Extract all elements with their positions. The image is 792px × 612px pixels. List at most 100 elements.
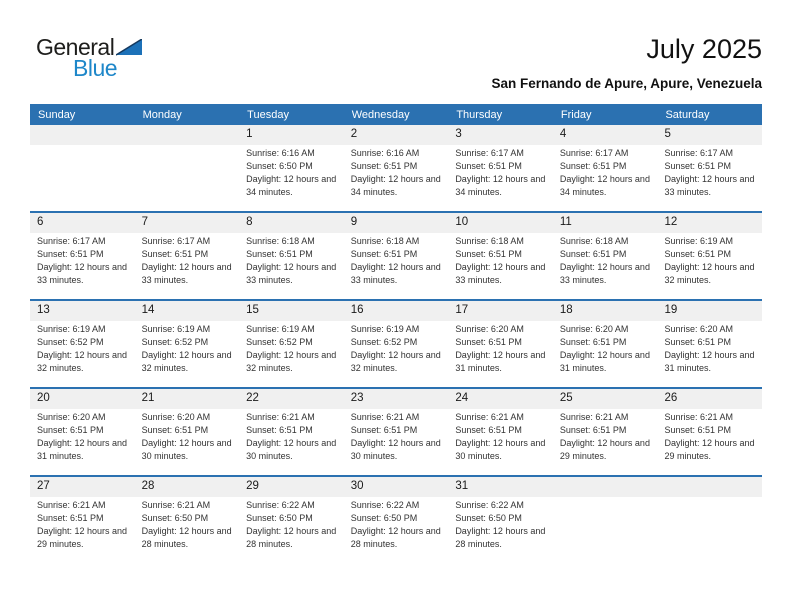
day-cell-12: 12 Sunrise: 6:19 AM Sunset: 6:51 PM Dayligh… <box>657 213 763 299</box>
day-sunset: Sunset: 6:52 PM <box>141 337 209 347</box>
weekday-header-saturday: Saturday <box>665 108 710 121</box>
calendar-grid: Sunday Monday Tuesday Wednesday Thursday Frid… <box>30 104 763 563</box>
day-info: Sunrise: 6:19 AM Sunset: 6:52 PM Daylight:… <box>135 321 240 375</box>
day-daylight: Daylight: 12 hours and 31 minutes. <box>559 350 650 373</box>
day-sunset: Sunset: 6:51 PM <box>37 249 104 259</box>
empty-number-band <box>657 477 763 497</box>
day-daylight: Daylight: 12 hours and 32 minutes. <box>37 350 128 373</box>
day-sunset: Sunset: 6:51 PM <box>559 161 627 171</box>
day-daylight: Daylight: 12 hours and 31 minutes. <box>664 350 755 373</box>
day-info: Sunrise: 6:21 AM Sunset: 6:51 PM Daylight:… <box>30 497 135 551</box>
day-sunset: Sunset: 6:51 PM <box>455 337 522 347</box>
day-number: 11 <box>552 213 658 233</box>
day-sunrise: Sunrise: 6:19 AM <box>246 324 315 334</box>
day-number: 7 <box>134 213 240 233</box>
day-sunrise: Sunrise: 6:22 AM <box>246 500 315 510</box>
day-daylight: Daylight: 12 hours and 30 minutes. <box>455 438 546 461</box>
day-sunrise: Sunrise: 6:22 AM <box>350 500 420 510</box>
day-info: Sunrise: 6:17 AM Sunset: 6:51 PM Daylight:… <box>553 145 658 199</box>
day-cell-8: 8 Sunrise: 6:18 AM Sunset: 6:51 PM Daylight… <box>239 213 344 299</box>
day-daylight: Daylight: 12 hours and 32 minutes. <box>141 350 232 373</box>
day-daylight: Daylight: 12 hours and 32 minutes. <box>350 350 441 373</box>
day-info: Sunrise: 6:21 AM Sunset: 6:51 PM Daylight:… <box>344 409 449 463</box>
day-sunset: Sunset: 6:51 PM <box>455 425 522 435</box>
day-cell-3: 3 Sunrise: 6:17 AM Sunset: 6:51 PM Daylight… <box>448 125 553 211</box>
day-sunrise: Sunrise: 6:20 AM <box>141 412 211 422</box>
day-cell-11: 11 Sunrise: 6:18 AM Sunset: 6:51 PM Dayligh… <box>552 213 658 299</box>
day-cell-19: 19 Sunrise: 6:20 AM Sunset: 6:51 PM Dayligh… <box>657 301 763 387</box>
empty-number-band <box>134 125 240 145</box>
day-cell-23: 23 Sunrise: 6:21 AM Sunset: 6:51 PM Dayligh… <box>343 389 449 475</box>
day-daylight: Daylight: 12 hours and 31 minutes. <box>455 350 546 373</box>
day-sunrise: Sunrise: 6:16 AM <box>246 148 315 158</box>
weekday-header-wednesday: Wednesday <box>351 108 410 121</box>
day-number: 9 <box>343 213 449 233</box>
day-number: 26 <box>657 389 763 409</box>
day-sunset: Sunset: 6:50 PM <box>246 161 313 171</box>
day-sunset: Sunset: 6:51 PM <box>664 425 732 435</box>
day-cell-4: 4 Sunrise: 6:17 AM Sunset: 6:51 PM Daylight… <box>552 125 658 211</box>
day-sunset: Sunset: 6:51 PM <box>664 249 732 259</box>
day-info: Sunrise: 6:20 AM Sunset: 6:51 PM Daylight:… <box>448 321 553 375</box>
day-daylight: Daylight: 12 hours and 32 minutes. <box>246 350 337 373</box>
day-number: 27 <box>30 477 135 497</box>
day-sunrise: Sunrise: 6:21 AM <box>559 412 629 422</box>
day-sunrise: Sunrise: 6:22 AM <box>455 500 524 510</box>
day-daylight: Daylight: 12 hours and 34 minutes. <box>350 174 441 197</box>
weekday-header-friday: Friday <box>560 108 592 121</box>
day-cell-20: 20 Sunrise: 6:20 AM Sunset: 6:51 PM Dayligh… <box>30 389 135 475</box>
day-cell-26: 26 Sunrise: 6:21 AM Sunset: 6:51 PM Dayligh… <box>657 389 763 475</box>
day-cell-25: 25 Sunrise: 6:21 AM Sunset: 6:51 PM Dayligh… <box>552 389 658 475</box>
day-sunset: Sunset: 6:51 PM <box>559 337 627 347</box>
day-number: 10 <box>448 213 553 233</box>
day-info: Sunrise: 6:21 AM Sunset: 6:51 PM Daylight:… <box>657 409 762 463</box>
day-daylight: Daylight: 12 hours and 28 minutes. <box>246 526 337 549</box>
day-daylight: Daylight: 12 hours and 29 minutes. <box>664 438 755 461</box>
day-number: 6 <box>30 213 135 233</box>
day-sunset: Sunset: 6:51 PM <box>246 425 313 435</box>
day-info: Sunrise: 6:22 AM Sunset: 6:50 PM Daylight:… <box>344 497 449 551</box>
day-daylight: Daylight: 12 hours and 31 minutes. <box>37 438 128 461</box>
day-sunset: Sunset: 6:51 PM <box>559 249 627 259</box>
day-number: 8 <box>239 213 344 233</box>
logo-text-general: General <box>36 34 115 60</box>
day-cell-30: 30 Sunrise: 6:22 AM Sunset: 6:50 PM Dayligh… <box>343 477 449 563</box>
day-sunset: Sunset: 6:51 PM <box>455 161 522 171</box>
empty-cell <box>552 477 658 563</box>
day-number: 21 <box>134 389 240 409</box>
day-info: Sunrise: 6:20 AM Sunset: 6:51 PM Daylight:… <box>657 321 762 375</box>
day-sunrise: Sunrise: 6:16 AM <box>350 148 420 158</box>
day-sunrise: Sunrise: 6:21 AM <box>141 500 211 510</box>
day-info: Sunrise: 6:21 AM Sunset: 6:51 PM Daylight:… <box>553 409 658 463</box>
day-number: 18 <box>552 301 658 321</box>
day-sunrise: Sunrise: 6:18 AM <box>246 236 315 246</box>
logo-triangle-icon <box>115 38 143 61</box>
day-info: Sunrise: 6:21 AM Sunset: 6:51 PM Daylight:… <box>448 409 553 463</box>
day-sunset: Sunset: 6:52 PM <box>350 337 418 347</box>
weekday-header-sunday: Sunday <box>38 108 76 121</box>
day-info: Sunrise: 6:17 AM Sunset: 6:51 PM Daylight:… <box>30 233 135 287</box>
day-sunset: Sunset: 6:51 PM <box>350 249 418 259</box>
day-info: Sunrise: 6:20 AM Sunset: 6:51 PM Daylight:… <box>553 321 658 375</box>
day-sunset: Sunset: 6:52 PM <box>37 337 104 347</box>
day-cell-17: 17 Sunrise: 6:20 AM Sunset: 6:51 PM Dayligh… <box>448 301 553 387</box>
day-daylight: Daylight: 12 hours and 30 minutes. <box>141 438 232 461</box>
day-sunrise: Sunrise: 6:20 AM <box>664 324 734 334</box>
day-number: 13 <box>30 301 135 321</box>
day-sunrise: Sunrise: 6:20 AM <box>37 412 106 422</box>
day-daylight: Daylight: 12 hours and 34 minutes. <box>246 174 337 197</box>
day-sunrise: Sunrise: 6:21 AM <box>37 500 106 510</box>
day-sunset: Sunset: 6:51 PM <box>559 425 627 435</box>
day-info: Sunrise: 6:18 AM Sunset: 6:51 PM Daylight:… <box>553 233 658 287</box>
general-blue-logo: General Blue <box>36 34 143 80</box>
day-sunrise: Sunrise: 6:21 AM <box>246 412 315 422</box>
day-info: Sunrise: 6:21 AM Sunset: 6:50 PM Daylight:… <box>135 497 240 551</box>
month-title: July 2025 <box>646 34 762 64</box>
day-daylight: Daylight: 12 hours and 28 minutes. <box>455 526 546 549</box>
weekday-header-tuesday: Tuesday <box>247 108 289 121</box>
day-daylight: Daylight: 12 hours and 28 minutes. <box>141 526 232 549</box>
day-info: Sunrise: 6:20 AM Sunset: 6:51 PM Daylight:… <box>30 409 135 463</box>
day-sunrise: Sunrise: 6:20 AM <box>559 324 629 334</box>
day-cell-14: 14 Sunrise: 6:19 AM Sunset: 6:52 PM Dayligh… <box>134 301 240 387</box>
day-number: 24 <box>448 389 553 409</box>
